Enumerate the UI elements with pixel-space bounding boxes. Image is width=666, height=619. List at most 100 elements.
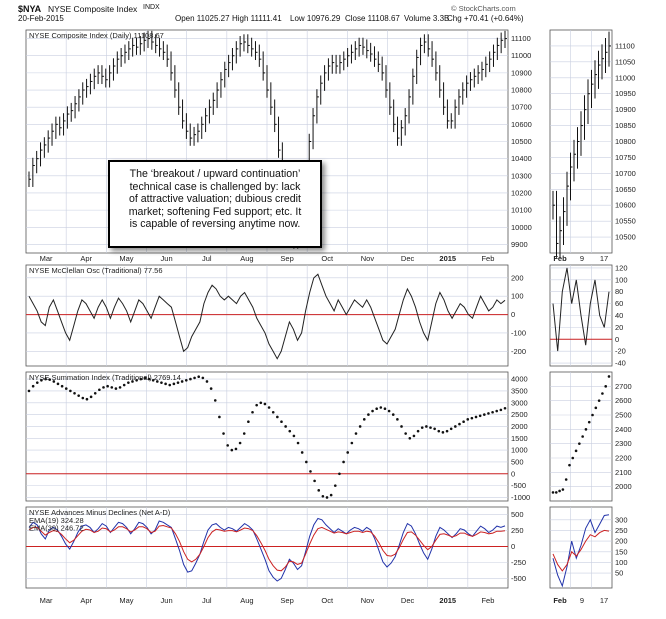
summation-point — [383, 407, 387, 410]
y-tick-label: 2100 — [615, 468, 632, 477]
summation-point — [180, 380, 184, 383]
ad-series-line-1 — [28, 524, 506, 572]
y-tick-label: 3000 — [511, 398, 528, 407]
summation-point — [387, 409, 391, 413]
y-tick-label: -500 — [511, 574, 526, 583]
x-month-label: Aug — [240, 254, 253, 263]
x-month-label: Jun — [161, 596, 173, 605]
y-tick-label: 100 — [511, 292, 524, 301]
index-name: NYSE Composite Index — [48, 4, 138, 14]
summation-point — [201, 376, 205, 380]
panel-title: NYSE Advances Minus Declines (Net A-D) — [29, 508, 171, 517]
annotation-line: is capable of reversing anytime now. — [129, 218, 301, 231]
quote-low: Low 10976.29 — [290, 14, 341, 23]
y-tick-label: 10300 — [511, 171, 532, 180]
summation-point — [156, 380, 159, 383]
zoom-x-label: 17 — [600, 254, 608, 263]
summation-point — [102, 386, 105, 389]
zoom-summation-point — [604, 385, 608, 388]
summation-point — [267, 406, 271, 409]
summation-point — [226, 444, 229, 447]
annotation-line: of attractive valuation; dubious credit — [129, 193, 301, 206]
x-month-label: Mar — [40, 596, 53, 605]
y-tick-label: 60 — [615, 299, 623, 308]
summation-point — [218, 415, 221, 419]
annotation-line: market; softening Fed support; etc. It — [128, 205, 302, 218]
y-tick-label: 10600 — [615, 201, 636, 210]
symbol: $NYA — [18, 4, 42, 14]
summation-point — [425, 425, 428, 428]
y-tick-label: 2300 — [615, 439, 632, 448]
summation-point — [408, 436, 412, 440]
summation-point — [164, 382, 167, 386]
y-tick-label: 2400 — [615, 425, 632, 434]
y-tick-label: 10950 — [615, 89, 636, 98]
panel-frame — [549, 506, 613, 589]
zoom-ema19-line — [552, 514, 610, 588]
y-tick-label: 300 — [615, 515, 628, 524]
summation-point — [371, 409, 374, 413]
y-tick-label: 10650 — [615, 185, 636, 194]
summation-point — [276, 415, 279, 419]
y-tick-label: 1500 — [511, 434, 528, 443]
zoom-x-label: 17 — [600, 596, 608, 605]
summation-point — [259, 401, 263, 405]
summation-point — [333, 484, 337, 487]
zoom-x-label: Feb — [553, 254, 567, 263]
summation-point — [420, 426, 424, 429]
y-tick-label: 500 — [511, 457, 524, 466]
summation-point — [168, 383, 172, 387]
y-tick-label: 10550 — [615, 217, 636, 226]
summation-point — [77, 394, 80, 397]
summation-point — [209, 387, 213, 390]
summation-point — [433, 427, 436, 431]
x-month-label: Feb — [481, 254, 494, 263]
summation-point — [197, 375, 201, 379]
y-tick-label: 80 — [615, 287, 623, 296]
summation-point — [184, 378, 188, 382]
y-tick-label: 10000 — [511, 223, 532, 232]
summation-point — [122, 383, 126, 387]
quote-date: 20-Feb-2015 — [18, 14, 64, 23]
summation-point — [93, 392, 97, 395]
y-tick-label: 0 — [511, 469, 515, 478]
summation-point — [437, 429, 441, 433]
summation-point — [487, 412, 490, 415]
summation-point — [396, 418, 399, 421]
y-tick-label: 0 — [511, 542, 515, 551]
summation-point — [110, 386, 114, 389]
summation-point — [238, 441, 242, 445]
summation-point — [445, 429, 449, 433]
summation-point — [73, 392, 76, 395]
summation-point — [309, 470, 312, 473]
y-tick-label: 2500 — [511, 410, 528, 419]
y-tick-label: 250 — [615, 526, 628, 535]
summation-point — [379, 406, 383, 409]
x-month-label: May — [119, 596, 133, 605]
summation-point — [483, 413, 486, 416]
y-tick-label: 40 — [615, 311, 623, 320]
x-month-label: 2015 — [439, 596, 456, 605]
summation-point — [64, 387, 68, 390]
legend-entry: EMA(19) 324.28 — [29, 516, 84, 525]
zoom-summation-point — [581, 435, 584, 438]
summation-point — [342, 460, 345, 464]
summation-point — [56, 382, 60, 386]
zoom-ema39-line — [552, 529, 610, 572]
y-tick-label: 10800 — [511, 86, 532, 95]
y-tick-label: 10200 — [511, 188, 532, 197]
summation-point — [205, 380, 209, 383]
quote-high: High 11111.41 — [232, 14, 282, 23]
zoom-summation-point — [571, 456, 575, 460]
y-tick-label: 100 — [615, 558, 628, 567]
summation-point — [495, 409, 499, 413]
x-month-label: Nov — [361, 254, 375, 263]
x-month-label: Aug — [240, 596, 253, 605]
quote-change: Chg +70.41 (+0.64%) — [447, 14, 524, 23]
summation-point — [193, 376, 196, 380]
zoom-summation-point — [554, 491, 558, 494]
summation-point — [404, 432, 407, 435]
summation-point — [474, 415, 478, 419]
panel-title: NYSE McClellan Osc (Traditional) 77.56 — [29, 266, 163, 275]
summation-point — [60, 384, 64, 388]
